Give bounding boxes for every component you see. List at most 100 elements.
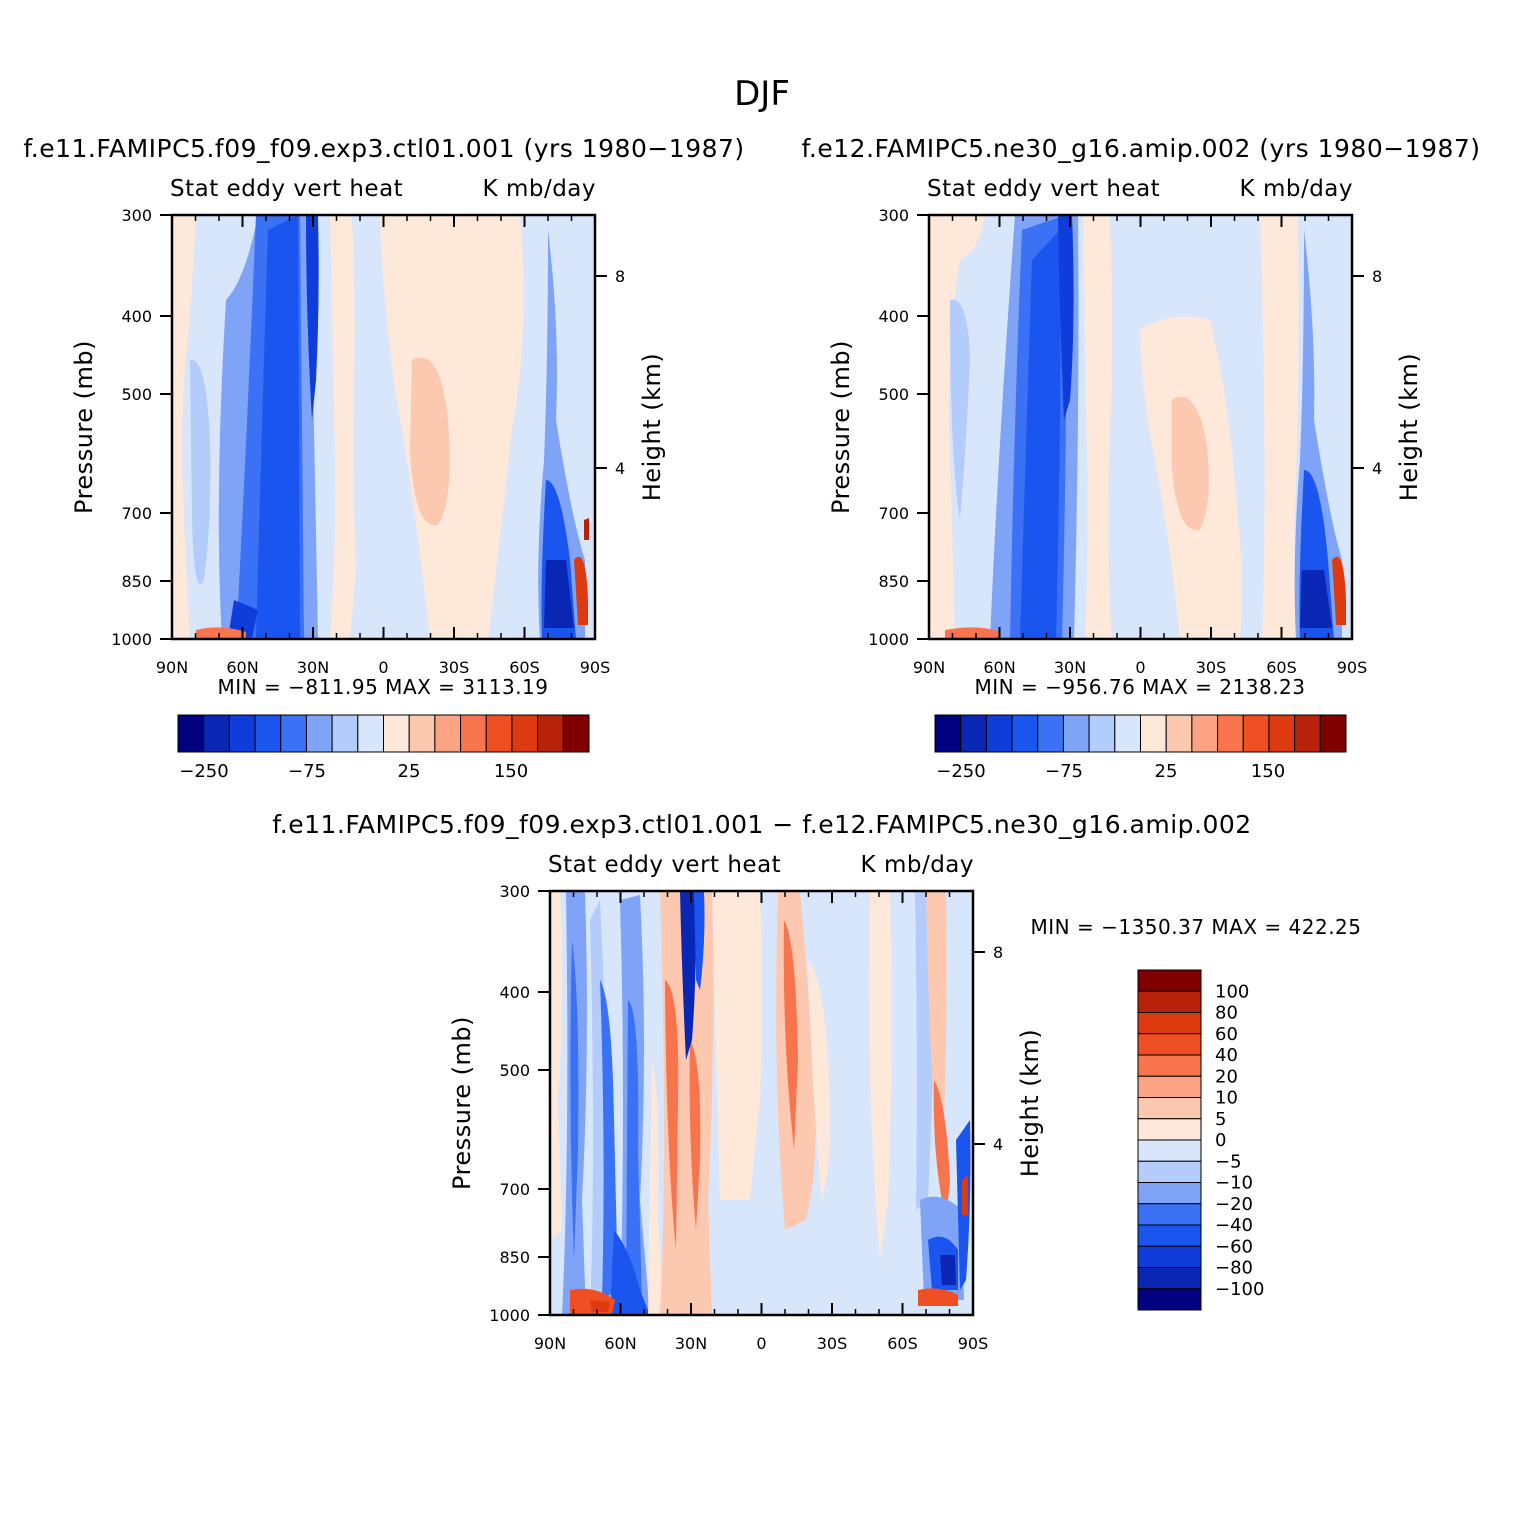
panel-2-colorbar-label: 150: [1251, 761, 1285, 782]
panel-3-x-tick-label: 30S: [817, 1334, 848, 1353]
panel-1-negative-region: [306, 215, 319, 420]
panel-1-positive-region: [172, 215, 196, 640]
panel-2-y-right-axis-label: Height (km): [1395, 353, 1423, 501]
colorbar-box: [511, 714, 539, 753]
panel-2-negative-region: [950, 299, 970, 520]
panel-3-colorbar-label: −60: [1215, 1236, 1253, 1257]
panel-3-colorbar-label: −100: [1215, 1279, 1264, 1300]
panel-1-title: f.e11.FAMIPC5.f09_f09.exp3.ctl01.001 (yr…: [23, 134, 744, 163]
panel-3-positive-region: [712, 891, 762, 1200]
colorbar-box: [460, 714, 487, 753]
panel-3-x-tick-label: 90S: [958, 1334, 989, 1353]
panel-3-positive-region: [962, 1175, 968, 1215]
panel-1-x-tick-label: 90N: [156, 658, 188, 677]
panel-3-positive-region: [783, 920, 798, 1150]
panel-3-positive-region: [918, 1288, 958, 1306]
colorbar-box: [1319, 714, 1347, 753]
colorbar-box: [1137, 1203, 1202, 1226]
panel-1-y-right-tick-label: 4: [615, 459, 625, 478]
panel-1-y-tick-label: 500: [121, 385, 152, 404]
colorbar-box: [985, 714, 1013, 753]
panel-2-colorbar: −250 −75 25 150: [934, 714, 1347, 782]
panel-1-positive-region: [380, 215, 524, 640]
panel-3-right-subtitle: K mb/day: [861, 852, 974, 878]
colorbar-box: [203, 714, 230, 753]
panel-2-x-tick-label: 90S: [1337, 658, 1368, 677]
colorbar-box: [1268, 714, 1296, 753]
colorbar-box: [562, 714, 590, 753]
panel-1-negative-region: [228, 600, 258, 638]
panel-3-y-tick-label: 700: [499, 1180, 530, 1199]
panel-2-contour-field: [929, 215, 1352, 640]
panel-3-positive-region: [933, 1080, 950, 1220]
panel-1-y-tick-label: 300: [121, 206, 152, 225]
colorbar-box: [305, 714, 333, 753]
panel-1-positive-region: [584, 518, 589, 540]
panel-1-y-right-axis-label: Height (km): [638, 353, 666, 501]
panel-2-major-ticks: [917, 214, 1364, 640]
panel-2-positive-region: [1260, 215, 1299, 640]
colorbar-box: [1137, 1160, 1202, 1183]
panel-2-y-axis-label: Pressure (mb): [827, 340, 855, 514]
panel-2-colorbar-label: 25: [1155, 761, 1178, 782]
panel-3-y-tick-label: 1000: [489, 1306, 530, 1325]
colorbar-box: [383, 714, 410, 753]
panel-3-colorbar-label: −5: [1215, 1151, 1242, 1172]
panel-1-colorbar: −250 −75 25 150: [177, 714, 590, 782]
panel-3-y-right-tick-label: 4: [993, 1135, 1003, 1154]
panel-3-major-ticks: [538, 890, 985, 1316]
colorbar-box: [1242, 714, 1270, 753]
panel-3-colorbar-label: 60: [1215, 1024, 1238, 1045]
panel-3-colorbar-label: 0: [1215, 1130, 1226, 1151]
panel-3-x-tick-label: 30N: [675, 1334, 707, 1353]
colorbar-box: [960, 714, 987, 753]
panel-3-positive-region: [550, 891, 563, 1240]
panel-3-colorbar-label: 5: [1215, 1109, 1226, 1130]
panel-2-colorbar-label: −75: [1045, 761, 1083, 782]
colorbar-box: [537, 714, 564, 753]
panel-3-y-tick-label: 400: [499, 983, 530, 1002]
colorbar-box: [1137, 1033, 1202, 1056]
panel-3-y-tick-label: 300: [499, 882, 530, 901]
colorbar-box: [1137, 969, 1202, 992]
panel-2-y-tick-label: 850: [878, 572, 909, 591]
panel-3-negative-region: [626, 1000, 642, 1300]
panel-3-y-right-axis-label: Height (km): [1016, 1029, 1044, 1177]
panel-2-minor-ticks: [951, 215, 1330, 639]
colorbar-box: [1114, 714, 1141, 753]
panel-3-negative-region: [694, 891, 705, 990]
panel-2-left-subtitle: Stat eddy vert heat: [927, 176, 1160, 202]
colorbar-box: [1137, 1139, 1202, 1162]
panel-3: f.e11.FAMIPC5.f09_f09.exp3.ctl01.001 − f…: [272, 810, 1361, 1353]
panel-1-y-tick-label: 700: [121, 504, 152, 523]
colorbar-box: [1217, 714, 1244, 753]
colorbar-box: [1137, 1097, 1202, 1120]
panel-3-colorbar-label: −10: [1215, 1173, 1253, 1194]
panel-1: f.e11.FAMIPC5.f09_f09.exp3.ctl01.001 (yr…: [23, 134, 744, 782]
colorbar-box: [1011, 714, 1039, 753]
panel-1-negative-region: [190, 359, 211, 584]
colorbar-box: [1137, 1054, 1202, 1077]
panel-2-colorbar-boxes: [934, 714, 1347, 753]
panel-3-minmax: MIN = −1350.37 MAX = 422.25: [1031, 915, 1362, 939]
panel-2-title: f.e12.FAMIPC5.ne30_g16.amip.002 (yrs 198…: [801, 134, 1480, 163]
panel-3-y-axis-label: Pressure (mb): [448, 1016, 476, 1190]
panel-1-x-tick-label: 60S: [509, 658, 540, 677]
panel-1-colorbar-label: −75: [288, 761, 326, 782]
colorbar-box: [485, 714, 513, 753]
panel-1-minmax: MIN = −811.95 MAX = 3113.19: [218, 675, 549, 699]
panel-3-x-tick-label: 0: [756, 1334, 766, 1353]
panel-2-negative-region: [1058, 215, 1074, 420]
colorbar-box: [1137, 1245, 1202, 1268]
panel-3-positive-region: [665, 980, 679, 1250]
panel-1-right-subtitle: K mb/day: [483, 176, 596, 202]
panel-2-colorbar-label: −250: [936, 761, 985, 782]
colorbar-box: [331, 714, 359, 753]
panel-1-minor-ticks: [194, 215, 573, 639]
panel-3-colorbar-label: 100: [1215, 981, 1249, 1002]
colorbar-box: [1037, 714, 1064, 753]
panel-3-x-tick-label: 60N: [604, 1334, 636, 1353]
panel-3-colorbar-label: −20: [1215, 1194, 1253, 1215]
panel-3-colorbar-label: −80: [1215, 1258, 1253, 1279]
